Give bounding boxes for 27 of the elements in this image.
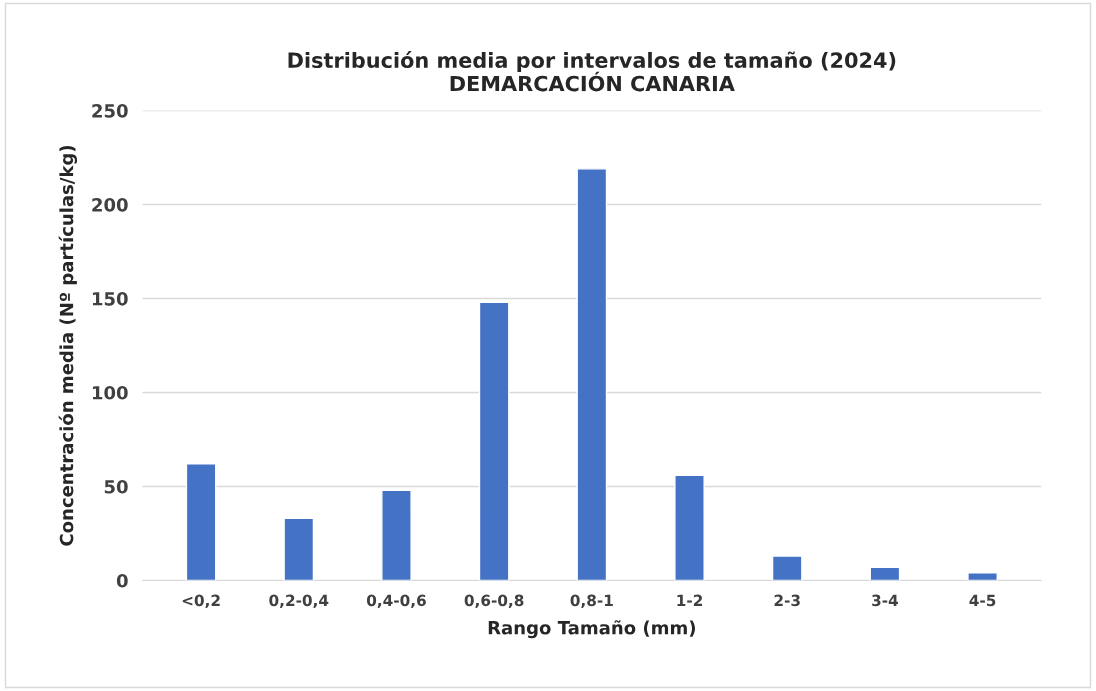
x-axis-title: Rango Tamaño (mm) bbox=[488, 620, 695, 639]
bar bbox=[869, 566, 901, 581]
x-tick-label: <0,2 bbox=[182, 594, 220, 609]
bar bbox=[576, 168, 608, 581]
y-tick-label: 150 bbox=[92, 291, 128, 306]
bar bbox=[674, 474, 705, 581]
y-tick-label: 200 bbox=[92, 198, 128, 212]
bar bbox=[771, 555, 803, 581]
x-tick-label: 4-5 bbox=[969, 594, 996, 607]
chart-title: Distribución media por intervalos de tamaño (2024) DEMARCACIÓN CANARIA bbox=[288, 51, 896, 92]
y-tick-label: 250 bbox=[92, 104, 128, 118]
x-tick-label: 2-3 bbox=[774, 594, 800, 607]
x-tick-label: 1-2 bbox=[677, 594, 702, 606]
x-tick-label: 0,6-0,8 bbox=[464, 594, 524, 609]
bar bbox=[185, 463, 217, 581]
x-tick-label: 3-4 bbox=[872, 594, 898, 607]
bar bbox=[381, 489, 412, 581]
bar bbox=[478, 301, 510, 581]
bar bbox=[283, 517, 315, 581]
x-tick-label: 0,4-0,6 bbox=[366, 594, 426, 609]
x-tick-label: 0,8-1 bbox=[570, 594, 613, 609]
y-tick-label: 100 bbox=[92, 385, 128, 400]
y-tick-label: 0 bbox=[116, 573, 128, 588]
y-axis-title: Concentración media (Nº partículas/kg) bbox=[58, 145, 78, 546]
bar bbox=[967, 572, 998, 581]
x-tick-label: 0,2-0,4 bbox=[269, 594, 329, 609]
y-tick-label: 50 bbox=[104, 479, 128, 494]
